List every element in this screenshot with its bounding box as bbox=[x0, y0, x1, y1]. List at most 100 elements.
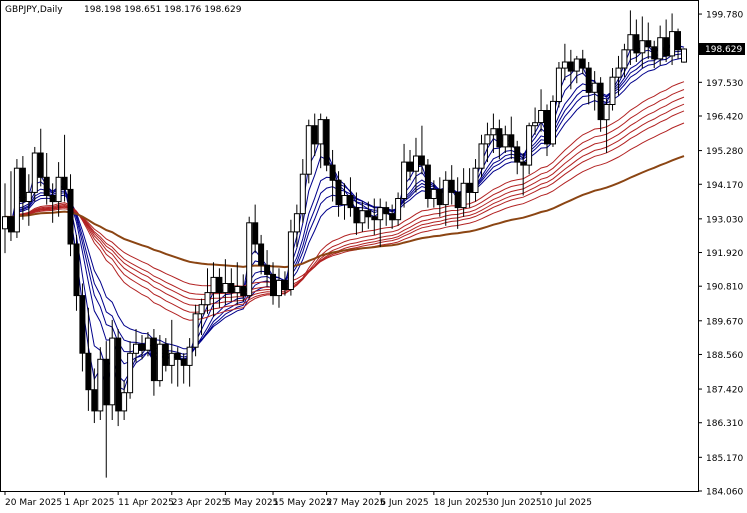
candle bbox=[270, 262, 276, 305]
candle-body-bearish bbox=[508, 134, 515, 148]
candle-body-bearish bbox=[264, 264, 271, 275]
candle-body-bullish bbox=[615, 67, 622, 78]
candle bbox=[460, 168, 467, 217]
candle bbox=[436, 177, 443, 217]
candle bbox=[550, 95, 556, 147]
candle-body-bearish bbox=[150, 337, 157, 382]
candle bbox=[2, 183, 8, 254]
y-tick-label: 184.060 bbox=[706, 488, 743, 498]
candle bbox=[389, 204, 396, 229]
candle bbox=[335, 171, 342, 217]
candle-body-bullish bbox=[555, 67, 562, 102]
candle-body-bearish bbox=[335, 179, 342, 206]
candle-body-bearish bbox=[323, 119, 330, 166]
candle bbox=[323, 116, 330, 172]
candle bbox=[454, 177, 461, 229]
candle-body-bullish bbox=[573, 58, 580, 72]
candle-body-bearish bbox=[466, 182, 473, 193]
candle-body-bullish bbox=[97, 358, 104, 412]
candle-body-bullish bbox=[305, 125, 312, 175]
candle bbox=[91, 368, 98, 424]
candle-body-bullish bbox=[627, 34, 634, 51]
candle-body-bullish bbox=[25, 191, 32, 202]
candle bbox=[347, 177, 354, 217]
candle-body-bearish bbox=[115, 337, 122, 412]
candle bbox=[8, 171, 14, 241]
candle bbox=[210, 262, 217, 317]
candle bbox=[293, 204, 300, 248]
candle bbox=[198, 298, 205, 336]
ema-line-slow-12 bbox=[4, 155, 685, 269]
candle bbox=[490, 113, 497, 154]
candle bbox=[246, 216, 253, 299]
candle-body-bearish bbox=[37, 152, 44, 178]
candle-body-bullish bbox=[186, 346, 193, 366]
y-tick-label: 189.670 bbox=[706, 317, 743, 327]
candle bbox=[544, 104, 550, 157]
x-tick-label: 30 Jun 2025 bbox=[487, 498, 541, 508]
candle bbox=[25, 174, 32, 226]
candle-body-bearish bbox=[79, 295, 86, 354]
candle bbox=[127, 341, 134, 399]
candle bbox=[264, 250, 271, 287]
candle bbox=[645, 22, 652, 59]
candle-body-bearish bbox=[43, 176, 50, 197]
candle-body-bearish bbox=[407, 161, 413, 172]
candle bbox=[43, 153, 50, 205]
candle-body-bearish bbox=[258, 243, 265, 266]
candle-body-bearish bbox=[567, 61, 574, 72]
candle bbox=[532, 107, 539, 135]
ema-line-mid-11 bbox=[4, 122, 685, 287]
candle-body-bearish bbox=[91, 389, 98, 412]
candle-body-bullish bbox=[168, 352, 175, 366]
y-tick-label: 194.170 bbox=[706, 181, 743, 191]
candle-body-bullish bbox=[287, 231, 294, 290]
candle-body-bullish bbox=[55, 176, 62, 203]
candle bbox=[591, 71, 598, 111]
candle-body-bullish bbox=[430, 188, 437, 199]
candle bbox=[317, 113, 324, 169]
y-tick-label: 191.920 bbox=[706, 249, 743, 259]
candle bbox=[627, 10, 634, 66]
candle-body-bullish bbox=[603, 104, 610, 121]
candle bbox=[401, 143, 408, 208]
candle-body-bearish bbox=[663, 37, 670, 57]
candle bbox=[121, 380, 128, 421]
candle-body-bearish bbox=[73, 243, 80, 297]
plot-frame bbox=[0, 0, 699, 492]
candle-body-bearish bbox=[675, 31, 681, 51]
candle-body-bullish bbox=[538, 110, 545, 124]
candle bbox=[168, 319, 175, 384]
candle bbox=[49, 183, 56, 223]
candle-body-bullish bbox=[293, 213, 300, 233]
candle-body-bullish bbox=[222, 283, 229, 294]
candle bbox=[526, 122, 533, 175]
candle-body-bullish bbox=[442, 179, 449, 206]
candle bbox=[424, 159, 431, 208]
candle-body-bearish bbox=[383, 207, 390, 215]
candle-body-bullish bbox=[561, 61, 568, 69]
y-tick-label: 196.420 bbox=[706, 112, 743, 122]
candle bbox=[186, 338, 193, 387]
x-tick-label: 18 Jun 2025 bbox=[434, 498, 488, 508]
ema-line-mid-8 bbox=[4, 96, 685, 306]
candle bbox=[85, 307, 92, 411]
candle-body-bearish bbox=[371, 216, 378, 221]
candle bbox=[561, 43, 568, 81]
candle-body-bullish bbox=[639, 40, 646, 54]
candle-body-bullish bbox=[472, 167, 479, 193]
x-tick-label: 10 Jul 2025 bbox=[541, 498, 592, 508]
candle bbox=[609, 68, 616, 111]
candle-body-bearish bbox=[633, 34, 640, 54]
candle-body-bearish bbox=[270, 273, 276, 297]
candle bbox=[675, 28, 681, 59]
candle-body-bullish bbox=[234, 286, 241, 294]
candle-body-bullish bbox=[121, 392, 128, 412]
candle-body-bullish bbox=[621, 49, 628, 69]
candle bbox=[61, 134, 68, 202]
candle-body-bullish bbox=[484, 134, 491, 145]
candle-body-bullish bbox=[192, 313, 199, 348]
